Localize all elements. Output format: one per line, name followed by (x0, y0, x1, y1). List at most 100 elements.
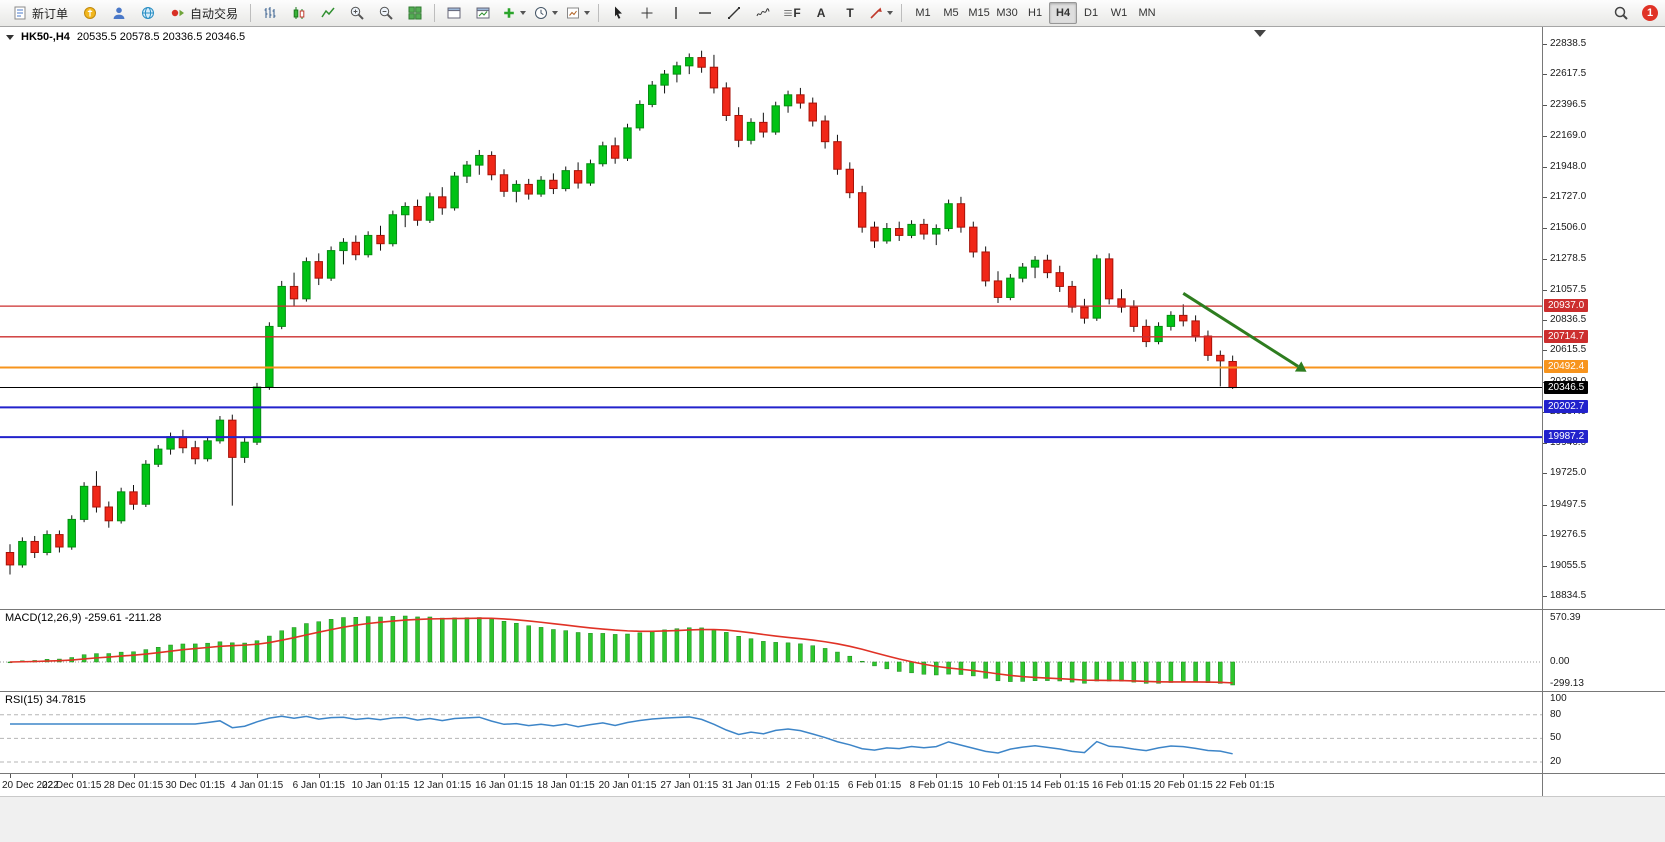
auto-trading-button[interactable]: 自动交易 (163, 3, 245, 23)
time-axis-label: 28 Dec 01:15 (103, 780, 164, 791)
time-axis-label: 27 Jan 01:15 (660, 780, 719, 791)
horizontal-line-tool-button[interactable] (691, 2, 719, 24)
timeframe-h4-button[interactable]: H4 (1049, 2, 1078, 24)
price-axis-label: 22838.5 (1550, 38, 1587, 49)
cursor-tool-button[interactable] (604, 2, 632, 24)
time-axis-label: 22 Feb 01:15 (1215, 780, 1275, 791)
arrow-shape-icon (870, 7, 882, 19)
terminal-button[interactable] (134, 2, 162, 24)
price-chart-canvas[interactable] (0, 27, 1542, 609)
price-axis-label: 21506.0 (1550, 221, 1587, 233)
vertical-line-tool-button[interactable] (662, 2, 690, 24)
new-order-button[interactable]: 新订单 (5, 3, 75, 23)
indicator-window-button[interactable] (469, 2, 497, 24)
timeframe-m5-button[interactable]: M5 (943, 7, 959, 19)
new-window-button[interactable] (440, 2, 468, 24)
main-chart-pane[interactable]: HK50-,H4 20535.5 20578.5 20336.5 20346.5 (0, 27, 1542, 609)
timeframe-m15-button[interactable]: M15 (968, 7, 990, 19)
chart-menu-icon[interactable] (6, 34, 14, 40)
pane-separator[interactable] (0, 773, 1665, 774)
price-axis-label: 21278.5 (1550, 253, 1587, 265)
price-axis-label: 21948.0 (1550, 160, 1587, 172)
price-axis-label: 20836.5 (1550, 314, 1587, 325)
indicator-window-icon (476, 7, 490, 19)
price-axis-label: 18834.5 (1550, 590, 1587, 601)
timeframe-mn-button[interactable]: MN (1138, 7, 1156, 19)
line-chart-icon (321, 7, 335, 18)
pane-separator[interactable] (0, 691, 1665, 692)
crosshair-tool-button[interactable] (633, 2, 661, 24)
fibonacci-tool-button[interactable]: F (778, 2, 806, 24)
window-bottom-area (0, 796, 1665, 842)
price-axis-column[interactable]: 22838.5 22617.5 22396.5 22169.0 21948.0 21727… (1542, 27, 1665, 796)
rsi-label: RSI(15) 34.7815 (5, 694, 86, 706)
trendline-tool-button[interactable] (720, 2, 748, 24)
chart-window: HK50-,H4 20535.5 20578.5 20336.5 20346.5… (0, 27, 1665, 842)
time-axis[interactable]: 20 Dec 2022 22 Dec 01:15 28 Dec 01:15 30 De… (0, 774, 1542, 796)
navigator-button[interactable] (105, 2, 133, 24)
candles-layer (5, 50, 1237, 575)
zoom-out-button[interactable] (372, 2, 400, 24)
clock-icon (535, 7, 548, 19)
timeframe-w1-button[interactable]: W1 (1110, 7, 1128, 19)
vertical-line-icon (675, 7, 677, 19)
price-tag[interactable]: 20346.5 (1544, 380, 1589, 394)
line-chart-button[interactable] (314, 2, 342, 24)
text-tool-button[interactable]: A (807, 2, 835, 24)
arrows-tool-button[interactable] (865, 2, 896, 24)
zoom-in-button[interactable] (343, 2, 371, 24)
new-order-label: 新订单 (32, 6, 69, 21)
dropdown-caret-icon (584, 11, 591, 15)
timeframe-m1-button[interactable]: M1 (915, 7, 931, 19)
time-axis-label: 10 Jan 01:15 (351, 780, 410, 791)
main-price-axis[interactable]: 22838.5 22617.5 22396.5 22169.0 21948.0 21727… (1543, 27, 1665, 609)
price-tag[interactable]: 20937.0 (1544, 299, 1589, 313)
templates-button[interactable] (562, 2, 593, 24)
add-indicator-icon (504, 8, 514, 18)
candlestick-chart-button[interactable] (285, 2, 313, 24)
new-order-icon (14, 6, 26, 20)
bar-chart-button[interactable] (256, 2, 284, 24)
price-tag[interactable]: 20492.4 (1544, 360, 1589, 374)
elliott-wave-tool-button[interactable] (749, 2, 777, 24)
macd-pane[interactable]: MACD(12,26,9) -259.61 -211.28 (0, 610, 1542, 691)
price-axis-label: 22617.5 (1550, 68, 1587, 80)
ohlc-readout: 20535.5 20578.5 20336.5 20346.5 (76, 31, 246, 43)
market-watch-button[interactable] (76, 2, 104, 24)
add-indicator-button[interactable] (498, 2, 529, 24)
horizontal-line-icon (699, 12, 712, 14)
rsi-canvas (0, 714, 1542, 763)
search-button[interactable] (1607, 2, 1635, 24)
notification-count: 1 (1646, 7, 1654, 19)
time-axis-label: 22 Dec 01:15 (42, 780, 102, 791)
timeframe-m30-button[interactable]: M30 (996, 7, 1018, 19)
price-tag[interactable]: 20714.7 (1544, 329, 1589, 343)
market-watch-icon (84, 7, 97, 19)
macd-axis-label: 0.00 (1550, 655, 1570, 667)
zoom-in-icon (350, 6, 364, 20)
toolbar-separator (598, 4, 600, 22)
symbol-period-label: HK50-,H4 (21, 31, 70, 43)
periods-button[interactable] (530, 2, 561, 24)
timeframe-d1-button[interactable]: D1 (1084, 7, 1099, 19)
price-axis-label: 22396.5 (1550, 98, 1587, 110)
time-axis-label: 4 Jan 01:15 (230, 780, 284, 791)
price-tag[interactable]: 19987.2 (1544, 430, 1589, 444)
tile-windows-button[interactable] (401, 2, 429, 24)
time-axis-label: 20 Feb 01:15 (1153, 780, 1213, 791)
dropdown-caret-icon (552, 11, 559, 15)
time-axis-label: 20 Dec 2022 (2, 780, 59, 791)
chart-header: HK50-,H4 20535.5 20578.5 20336.5 20346.5 (6, 31, 245, 43)
time-axis-label: 30 Dec 01:15 (165, 780, 226, 791)
label-tool-icon: T (846, 6, 854, 20)
price-tag[interactable]: 20202.7 (1544, 400, 1589, 414)
time-axis-label: 16 Jan 01:15 (475, 780, 533, 791)
label-tool-button[interactable]: T (836, 2, 864, 24)
notification-badge[interactable]: 1 (1642, 5, 1658, 21)
timeframe-h1-button[interactable]: H1 (1028, 7, 1043, 19)
macd-axis: 570.39 0.00 -299.13 (1543, 610, 1665, 691)
pane-separator[interactable] (0, 609, 1665, 610)
time-axis-label: 16 Feb 01:15 (1092, 780, 1151, 791)
rsi-pane[interactable]: RSI(15) 34.7815 (0, 692, 1542, 773)
wave-icon (756, 8, 770, 17)
